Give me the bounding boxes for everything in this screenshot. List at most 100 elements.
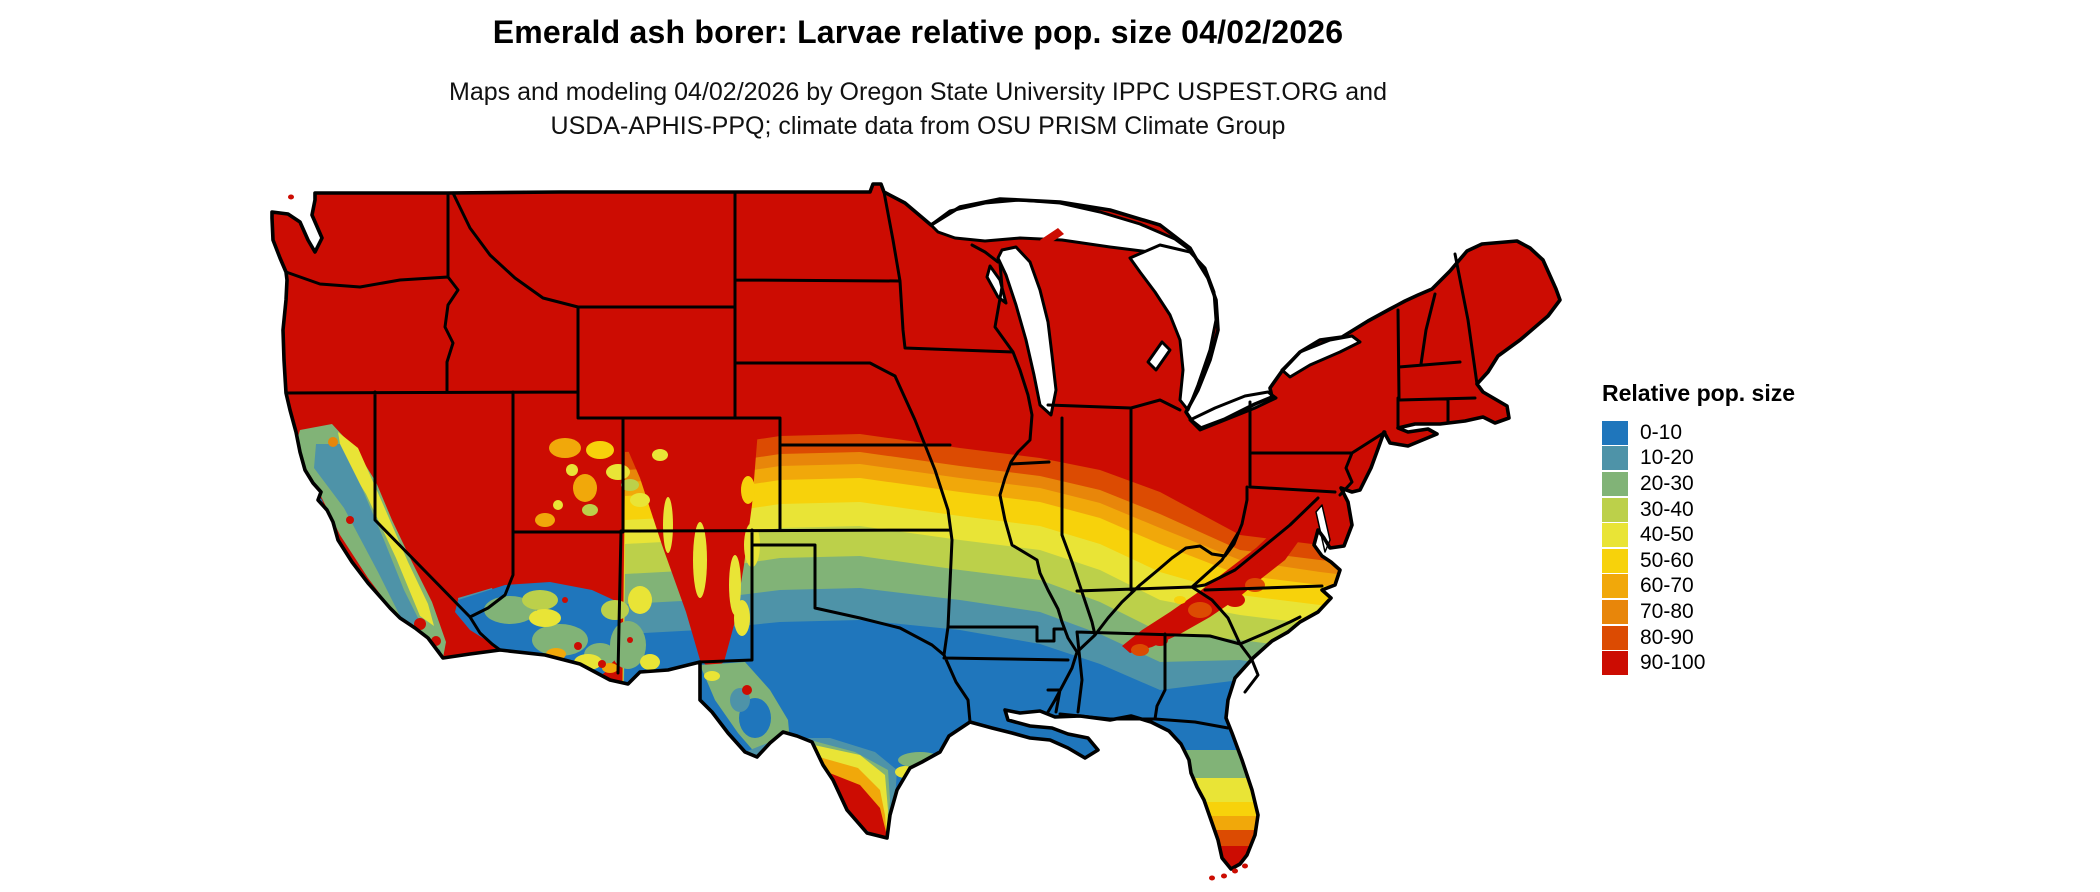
small-feature: [1221, 873, 1227, 879]
legend-item-40-50: 40-50: [1602, 522, 1795, 548]
small-feature: [288, 194, 294, 200]
overlay-patch: [522, 590, 558, 610]
page-title: Emerald ash borer: Larvae relative pop. …: [492, 14, 1344, 50]
overlay-patch: [630, 493, 650, 507]
legend-item-30-40: 30-40: [1602, 497, 1795, 523]
overlay-patch: [742, 685, 752, 695]
overlay-patch: [625, 430, 758, 670]
overlay-patch: [601, 600, 629, 620]
legend-item-0-10: 0-10: [1602, 420, 1795, 446]
legend-item-90-100: 90-100: [1602, 650, 1795, 676]
overlay-patch: [652, 449, 668, 461]
overlay-patch: [529, 609, 561, 627]
subtitle-line-2: USDA-APHIS-PPQ; climate data from OSU PR…: [550, 112, 1286, 140]
overlay-patch: [1192, 830, 1258, 846]
overlay-patch: [1122, 530, 1298, 653]
overlay-patch: [586, 441, 614, 459]
overlay-patch: [1186, 802, 1264, 816]
legend-item-60-70: 60-70: [1602, 574, 1795, 600]
legend-swatch-10-20: [1602, 446, 1628, 471]
overlay-patch: [328, 437, 338, 447]
legend-swatch-80-90: [1602, 625, 1628, 650]
legend-label: 60-70: [1640, 574, 1694, 598]
legend-item-50-60: 50-60: [1602, 548, 1795, 574]
overlay-patch: [573, 474, 597, 502]
overlay-patch: [606, 464, 630, 480]
overlay-patch: [602, 663, 618, 673]
legend-label: 30-40: [1640, 497, 1694, 521]
overlay-patch: [338, 432, 434, 626]
legend-swatch-0-10: [1602, 420, 1628, 445]
small-feature: [1040, 228, 1064, 246]
overlay-patch: [1131, 644, 1149, 656]
overlay-patch: [1188, 602, 1212, 618]
overlay-patch: [741, 476, 755, 504]
legend-label: 20-30: [1640, 471, 1694, 495]
overlay-patch: [508, 655, 532, 669]
legend-label: 70-80: [1640, 599, 1694, 623]
legend-swatch-40-50: [1602, 523, 1628, 548]
overlay-patch: [1225, 593, 1245, 607]
page-subtitle: Maps and modeling 04/02/2026 by Oregon S…: [118, 75, 1718, 143]
overlay-patch: [704, 671, 720, 681]
overlay-patch: [553, 500, 563, 510]
overlay-patch: [621, 479, 639, 491]
legend: Relative pop. size 0-10 10-20 20-30 30-40 40…: [1602, 380, 1795, 676]
overlay-patch: [562, 597, 568, 603]
overlay-patch: [582, 504, 598, 516]
legend-label: 90-100: [1640, 651, 1706, 675]
legend-swatch-60-70: [1602, 574, 1628, 599]
overlay-patch: [566, 464, 578, 476]
overlay-patch: [729, 555, 741, 615]
overlay-patch: [734, 600, 750, 636]
population-bands: [620, 434, 1560, 869]
overlay-patch: [314, 444, 420, 628]
small-feature: [1232, 868, 1238, 874]
legend-item-10-20: 10-20: [1602, 446, 1795, 472]
legend-item-80-90: 80-90: [1602, 625, 1795, 651]
overlay-patch: [1183, 750, 1268, 778]
small-map-features: [288, 194, 1248, 881]
overlay-patch: [693, 522, 707, 598]
legend-swatch-70-80: [1602, 599, 1628, 624]
legend-swatch-20-30: [1602, 471, 1628, 496]
legend-items: 0-10 10-20 20-30 30-40 40-50 50-60 60-70 70-80 8…: [1602, 420, 1795, 676]
legend-label: 80-90: [1640, 625, 1694, 649]
overlay-patch: [385, 637, 391, 643]
legend-label: 40-50: [1640, 523, 1694, 547]
legend-item-70-80: 70-80: [1602, 599, 1795, 625]
lake-michigan: [996, 245, 1058, 417]
legend-label: 10-20: [1640, 446, 1694, 470]
small-feature: [1242, 863, 1248, 869]
overlay-patch: [1188, 816, 1262, 830]
overlay-patch: [1174, 596, 1186, 604]
great-lakes: [929, 198, 1362, 553]
overlay-patch: [574, 642, 582, 650]
overlay-patch: [532, 624, 588, 656]
legend-label: 50-60: [1640, 548, 1694, 572]
overlay-patch: [414, 618, 426, 630]
state-borders: [284, 190, 1479, 730]
overlay-patch: [640, 654, 660, 670]
overlay-patch: [628, 586, 652, 614]
overlay-patch: [627, 637, 633, 643]
overlay-patch: [356, 618, 364, 626]
overlay-patch: [598, 660, 606, 668]
small-feature: [1209, 875, 1215, 881]
overlay-patch: [1257, 554, 1273, 566]
conus-outline: [270, 182, 1562, 871]
legend-title: Relative pop. size: [1602, 380, 1796, 406]
legend-item-20-30: 20-30: [1602, 471, 1795, 497]
title-block: Emerald ash borer: Larvae relative pop. …: [118, 14, 1718, 143]
overlay-patch: [663, 497, 673, 553]
legend-swatch-50-60: [1602, 548, 1628, 573]
overlay-patch: [346, 516, 354, 524]
overlay-patch: [369, 627, 375, 633]
legend-swatch-90-100: [1602, 651, 1628, 676]
subtitle-line-1: Maps and modeling 04/02/2026 by Oregon S…: [449, 78, 1387, 106]
overlay-patch: [549, 438, 581, 458]
legend-swatch-30-40: [1602, 497, 1628, 522]
legend-label: 0-10: [1640, 420, 1683, 444]
